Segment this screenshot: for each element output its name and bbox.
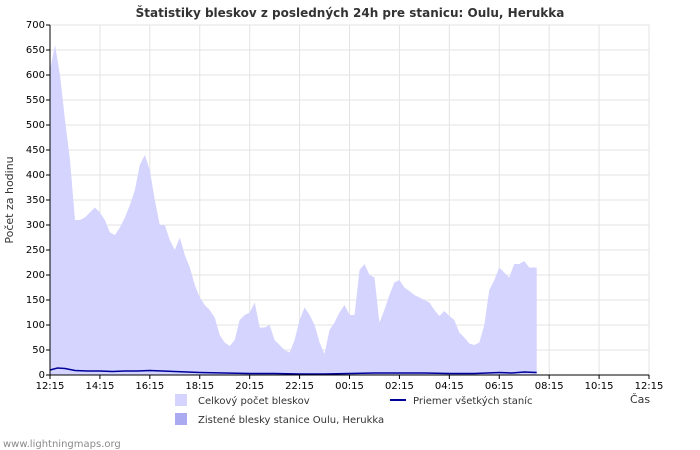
y-tick-label: 0 xyxy=(39,370,45,381)
y-tick-label: 200 xyxy=(26,270,45,281)
y-tick-label: 300 xyxy=(26,220,45,231)
x-tick-label: 12:15 xyxy=(635,381,664,392)
x-tick-label: 16:15 xyxy=(135,381,164,392)
y-tick-label: 150 xyxy=(26,295,45,306)
chart-title: Štatistiky bleskov z posledných 24h pre … xyxy=(136,5,565,20)
y-tick-label: 600 xyxy=(26,70,45,81)
series-line xyxy=(49,367,537,375)
legend: Celkový počet bleskov Priemer všetkých st… xyxy=(175,394,533,426)
x-tick-label: 08:15 xyxy=(535,381,564,392)
y-tick-label: 50 xyxy=(32,345,45,356)
y-tick-label: 250 xyxy=(26,245,45,256)
x-tick-label: 20:15 xyxy=(235,381,264,392)
y-tick-label: 350 xyxy=(26,195,45,206)
series-layer xyxy=(49,45,537,375)
y-tick-label: 700 xyxy=(26,20,45,31)
x-tick-label: 10:15 xyxy=(585,381,614,392)
x-tick-label: 06:15 xyxy=(485,381,514,392)
y-axis-label: Počet za hodinu xyxy=(3,156,16,243)
y-tick-label: 550 xyxy=(26,95,45,106)
y-tick-label: 100 xyxy=(26,320,45,331)
y-tick-label: 450 xyxy=(26,145,45,156)
y-tick-label: 400 xyxy=(26,170,45,181)
x-tick-label: 04:15 xyxy=(435,381,464,392)
footer-credit: www.lightningmaps.org xyxy=(3,439,121,450)
y-tick-label: 650 xyxy=(26,45,45,56)
x-tick-label: 22:15 xyxy=(285,381,314,392)
x-tick-label: 14:15 xyxy=(86,381,115,392)
legend-label: Celkový počet bleskov xyxy=(198,395,310,407)
x-tick-label: 12:15 xyxy=(36,381,65,392)
x-tick-label: 18:15 xyxy=(185,381,214,392)
legend-swatch-area xyxy=(175,413,187,425)
x-axis-label: Čas xyxy=(630,393,650,406)
legend-label: Priemer všetkých staníc xyxy=(413,395,533,407)
y-tick-label: 500 xyxy=(26,120,45,131)
axes: 0 50 100 150 200 250 300 350 400 450 500 550 600 650 7… xyxy=(26,20,664,392)
x-tick-label: 02:15 xyxy=(385,381,414,392)
legend-label: Zistené blesky stanice Oulu, Herukka xyxy=(198,414,384,426)
x-tick-label: 00:15 xyxy=(335,381,364,392)
series-area xyxy=(50,45,537,375)
legend-swatch-area xyxy=(175,394,187,406)
